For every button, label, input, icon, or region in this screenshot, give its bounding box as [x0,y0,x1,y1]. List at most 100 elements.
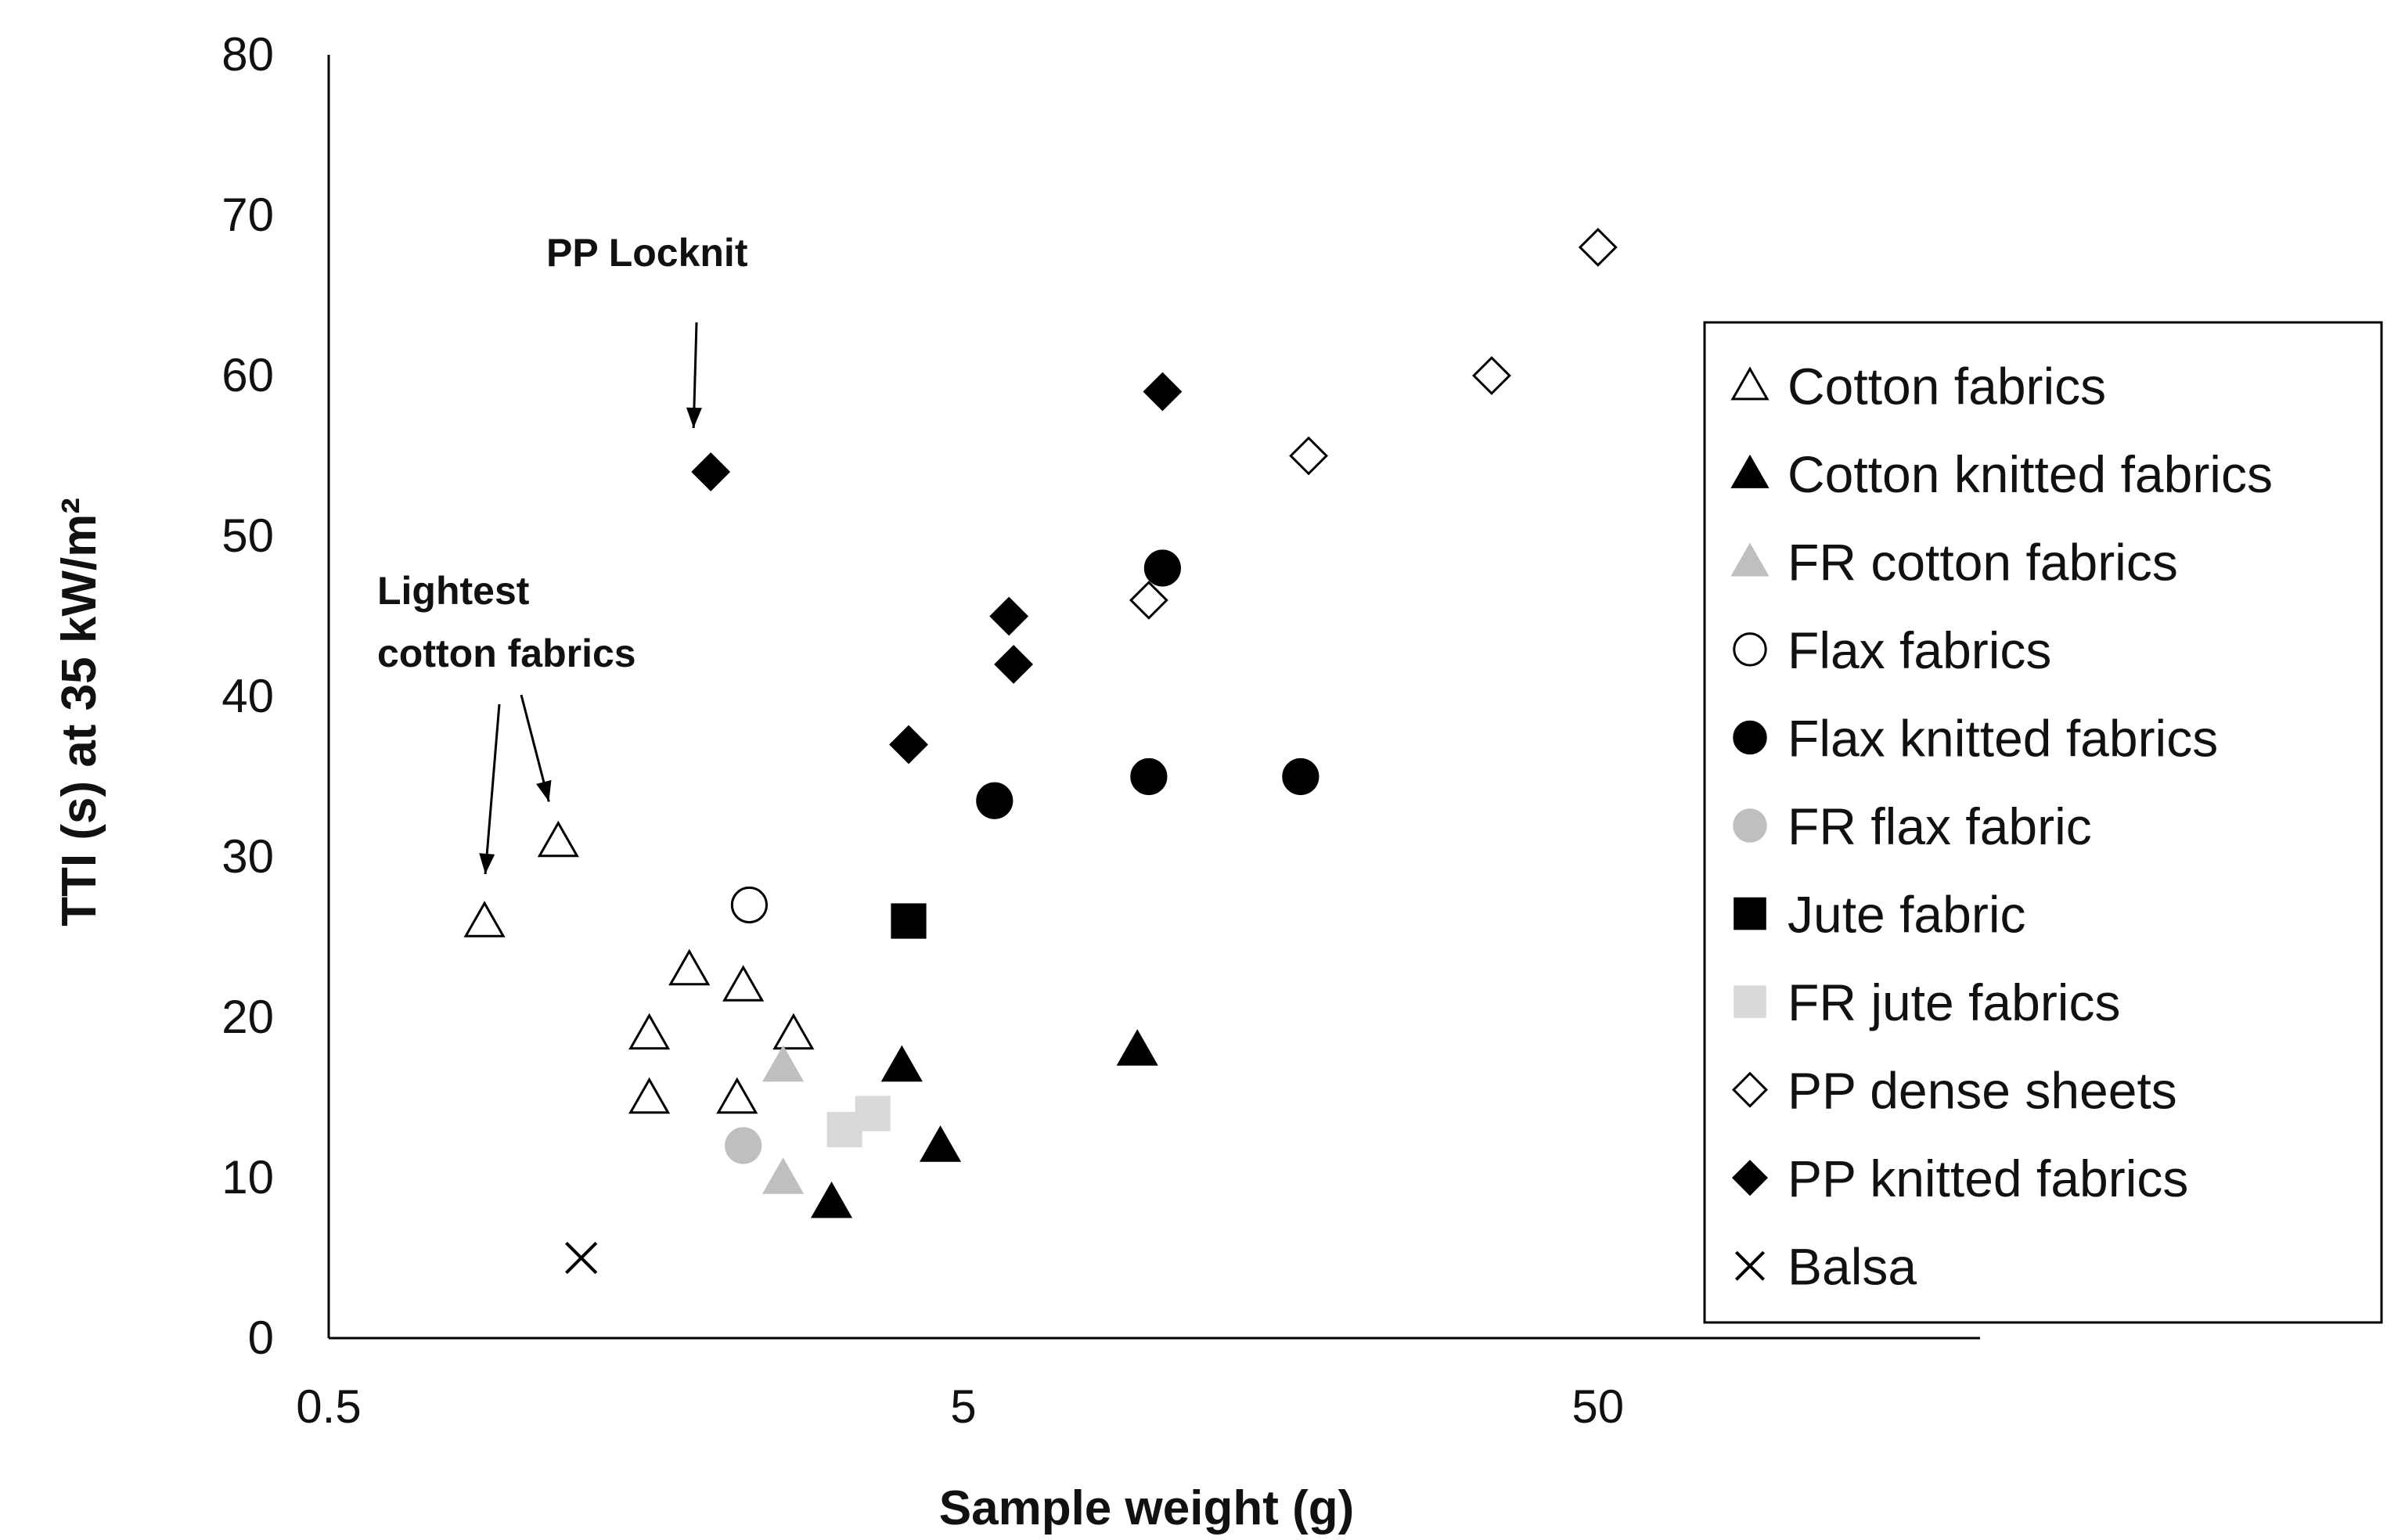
y-tick-label: 40 [221,670,274,722]
x-tick-label: 50 [1572,1380,1624,1433]
y-axis-label: TTI (s) at 35 kW/m² [52,498,106,927]
legend-item: FR jute fabrics [1734,973,2120,1031]
legend-marker [1730,542,1770,577]
pp-locknit-annotation: PP Locknit [546,231,748,429]
legend-label: Balsa [1788,1238,1917,1296]
data-point [722,965,765,1002]
legend-item: Balsa [1734,1238,1917,1296]
legend-label: FR flax fabric [1788,797,2092,855]
legend-item: FR cotton fabrics [1730,533,2178,591]
data-point [1130,757,1168,796]
legend-label: Cotton knitted fabrics [1788,445,2273,503]
legend-label: PP knitted fabrics [1788,1150,2188,1207]
data-point [1578,228,1618,267]
data-point [889,725,928,765]
x-tick-label: 0.5 [296,1380,361,1433]
lightest-cotton-annotation: Lightest cotton fabrics [377,569,636,875]
data-point [1143,549,1181,587]
y-tick-label: 0 [248,1312,274,1364]
legend-marker [1730,366,1770,401]
annotation-arrow-head [479,853,495,874]
data-point [716,1077,758,1114]
data-point [628,1013,671,1050]
annotation-arrow-head [686,407,702,428]
legend-item: Flax knitted fabrics [1733,709,2218,767]
y-tick-label: 50 [221,509,274,562]
data-point [668,948,711,986]
legend-marker [1734,1250,1766,1281]
annotation-label: cotton fabrics [377,631,636,675]
series-flax-knitted-fabrics [976,549,1320,819]
x-tick-label: 5 [950,1380,976,1433]
x-axis-label: Sample weight (g) [939,1481,1354,1535]
data-point [537,820,579,858]
data-point [463,901,506,937]
series-flax-fabrics [730,886,769,924]
legend-item: PP dense sheets [1731,1062,2177,1120]
data-point [1472,356,1511,395]
legend-item: Cotton fabrics [1730,357,2106,415]
legend-marker [1734,897,1766,930]
x-tick-labels: 0.5 5 50 [296,1380,1624,1433]
data-point [762,1045,805,1082]
annotation-label: Lightest [377,569,530,613]
data-point [1116,1029,1158,1066]
legend-label: Flax knitted fabrics [1788,709,2218,767]
data-points [463,228,1618,1275]
series-pp-dense-sheets [1129,228,1618,620]
data-point [772,1013,815,1050]
data-point [730,886,769,924]
legend-marker [1731,1160,1769,1196]
legend-marker [1730,454,1770,488]
legend-item: Jute fabric [1734,886,2025,944]
data-point [762,1157,805,1194]
data-point [691,452,731,491]
data-point [919,1125,962,1162]
y-tick-label: 20 [221,991,274,1043]
data-point [565,1241,598,1275]
series-cotton-fabrics [463,820,815,1114]
y-tick-label: 10 [221,1151,274,1204]
data-point [1143,372,1183,412]
y-tick-label: 80 [221,28,274,81]
series-jute-fabric [891,903,927,939]
axes [327,55,1980,1340]
data-point [880,1045,923,1082]
data-point [989,596,1029,636]
legend: Cotton fabrics Cotton knitted fabrics FR c… [1703,321,2383,1324]
y-tick-label: 60 [221,349,274,401]
series-fr-jute-fabrics [826,1096,891,1148]
series-fr-cotton-fabrics [762,1045,805,1194]
legend-label: PP dense sheets [1788,1062,2177,1120]
data-point [994,645,1034,684]
legend-label: FR cotton fabrics [1788,533,2178,591]
y-tick-label: 30 [221,830,274,883]
y-tick-labels: 0 10 20 30 40 50 60 70 80 [221,28,274,1364]
annotation-label: PP Locknit [546,231,748,275]
series-balsa [565,1241,598,1275]
legend-marker [1734,985,1766,1018]
data-point [976,782,1013,819]
legend-label: FR jute fabrics [1788,973,2120,1031]
series-pp-knitted-fabrics [691,372,1183,765]
legend-box [1703,321,2383,1324]
data-point [855,1096,891,1132]
legend-label: Cotton fabrics [1788,357,2106,415]
y-tick-label: 70 [221,189,274,241]
legend-label: Jute fabric [1788,886,2025,944]
series-fr-flax-fabric [725,1127,762,1164]
data-point [891,903,927,939]
annotations: PP Locknit Lightest cotton fabrics [377,231,748,875]
data-point [810,1181,853,1218]
legend-item: Cotton knitted fabrics [1730,445,2273,503]
legend-marker [1733,808,1767,843]
data-point [1289,436,1328,476]
series-cotton-knitted-fabrics [810,1029,1158,1218]
data-point [1129,581,1168,620]
legend-label: Flax fabrics [1788,621,2051,679]
legend-marker [1733,632,1767,667]
legend-marker [1731,1071,1769,1108]
annotation-arrow [484,703,501,875]
legend-marker [1733,720,1767,755]
